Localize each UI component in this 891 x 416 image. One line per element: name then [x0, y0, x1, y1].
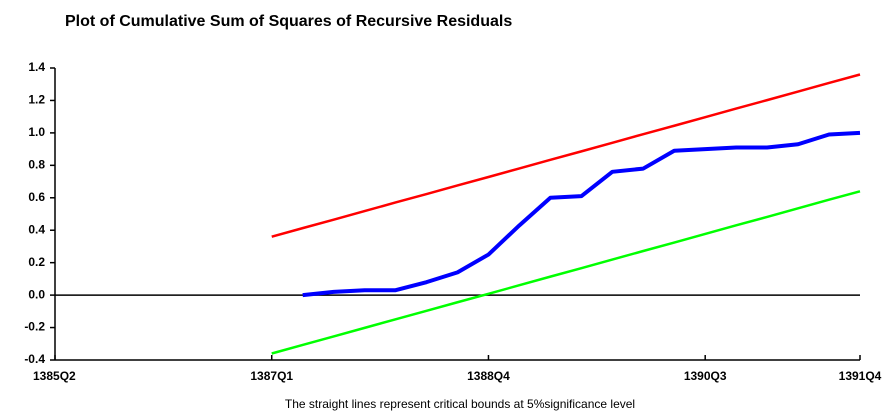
series-line	[271, 190, 861, 355]
x-tick-label: 1390Q3	[684, 369, 727, 383]
y-tick-label: -0.2	[24, 320, 45, 334]
x-tick-label: 1391Q4	[839, 369, 882, 383]
chart-title: Plot of Cumulative Sum of Squares of Rec…	[65, 13, 512, 30]
y-tick-label: 1.4	[28, 60, 45, 74]
x-tick-label: 1388Q4	[467, 369, 510, 383]
y-tick-label: 0.2	[28, 255, 45, 269]
series-line	[302, 130, 861, 298]
x-tick-label: 1385Q2	[33, 369, 76, 383]
y-tick-label: 0.4	[28, 222, 45, 236]
caption: The straight lines represent critical bo…	[285, 397, 635, 411]
y-tick-label: 0.0	[28, 287, 45, 301]
y-tick-label: -0.4	[24, 352, 45, 366]
series-line	[271, 73, 861, 238]
y-tick-label: 1.2	[28, 93, 45, 107]
y-tick-label: 1.0	[28, 125, 45, 139]
x-tick-label: 1387Q1	[250, 369, 293, 383]
y-tick-label: 0.8	[28, 158, 45, 172]
y-tick-label: 0.6	[28, 190, 45, 204]
